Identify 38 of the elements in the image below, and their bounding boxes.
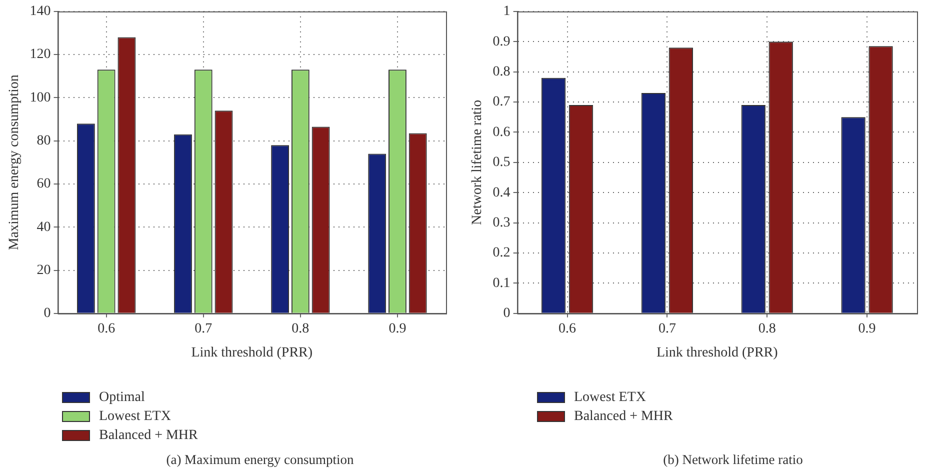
legend-label: Lowest ETX <box>574 390 646 406</box>
y-tick-label: 80 <box>36 134 51 148</box>
y-tick-label: 0.8 <box>492 64 510 80</box>
y-tick-label: 0.4 <box>492 185 510 200</box>
text: (b) Network lifetime ratio <box>662 452 804 468</box>
y-tick-label: 20 <box>36 262 51 278</box>
y-axis-title: Network lifetime ratio <box>470 100 486 225</box>
y-tick-label: 0.1 <box>492 276 510 291</box>
x-tick-label: 0.8 <box>292 321 310 336</box>
x-tick-label: 0.6 <box>558 321 576 336</box>
x-tick-label: 0.6 <box>98 321 116 336</box>
y-tick-label: 1 <box>503 4 510 20</box>
y-tick-label: 0 <box>503 306 510 322</box>
y-tick-label: 0.6 <box>492 124 510 140</box>
y-tick-label: 60 <box>36 176 51 192</box>
y-tick-label: 0.9 <box>492 34 510 50</box>
x-tick-label: 0.7 <box>194 321 212 336</box>
legend-label: Balanced + MHR <box>574 408 673 424</box>
x-tick-label: 0.9 <box>388 321 406 336</box>
y-tick-label: 0.2 <box>492 246 510 261</box>
x-tick-label: 0.8 <box>758 321 776 336</box>
y-axis-title: Maximum energy consumption <box>7 74 22 250</box>
y-tick-label: 0.7 <box>492 94 510 110</box>
y-tick-label: 140 <box>30 4 51 20</box>
legend-label: Lowest ETX <box>99 408 171 424</box>
y-tick-label: 0.3 <box>492 215 510 230</box>
x-tick-label: 0.9 <box>858 321 876 336</box>
text: (a) Maximum energy consumption <box>165 452 355 468</box>
y-tick-label: 100 <box>30 90 51 106</box>
legend-label: Optimal <box>99 390 145 406</box>
y-tick-label: 0.5 <box>492 155 510 170</box>
y-tick-label: 0 <box>44 306 51 322</box>
x-axis-title: Link threshold (PRR) <box>656 345 778 360</box>
x-tick-label: 0.7 <box>658 321 676 336</box>
x-axis-title: Link threshold (PRR) <box>191 345 313 360</box>
legend-label: Balanced + MHR <box>99 428 198 444</box>
y-tick-label: 120 <box>30 47 51 62</box>
y-tick-label: 40 <box>36 220 51 235</box>
